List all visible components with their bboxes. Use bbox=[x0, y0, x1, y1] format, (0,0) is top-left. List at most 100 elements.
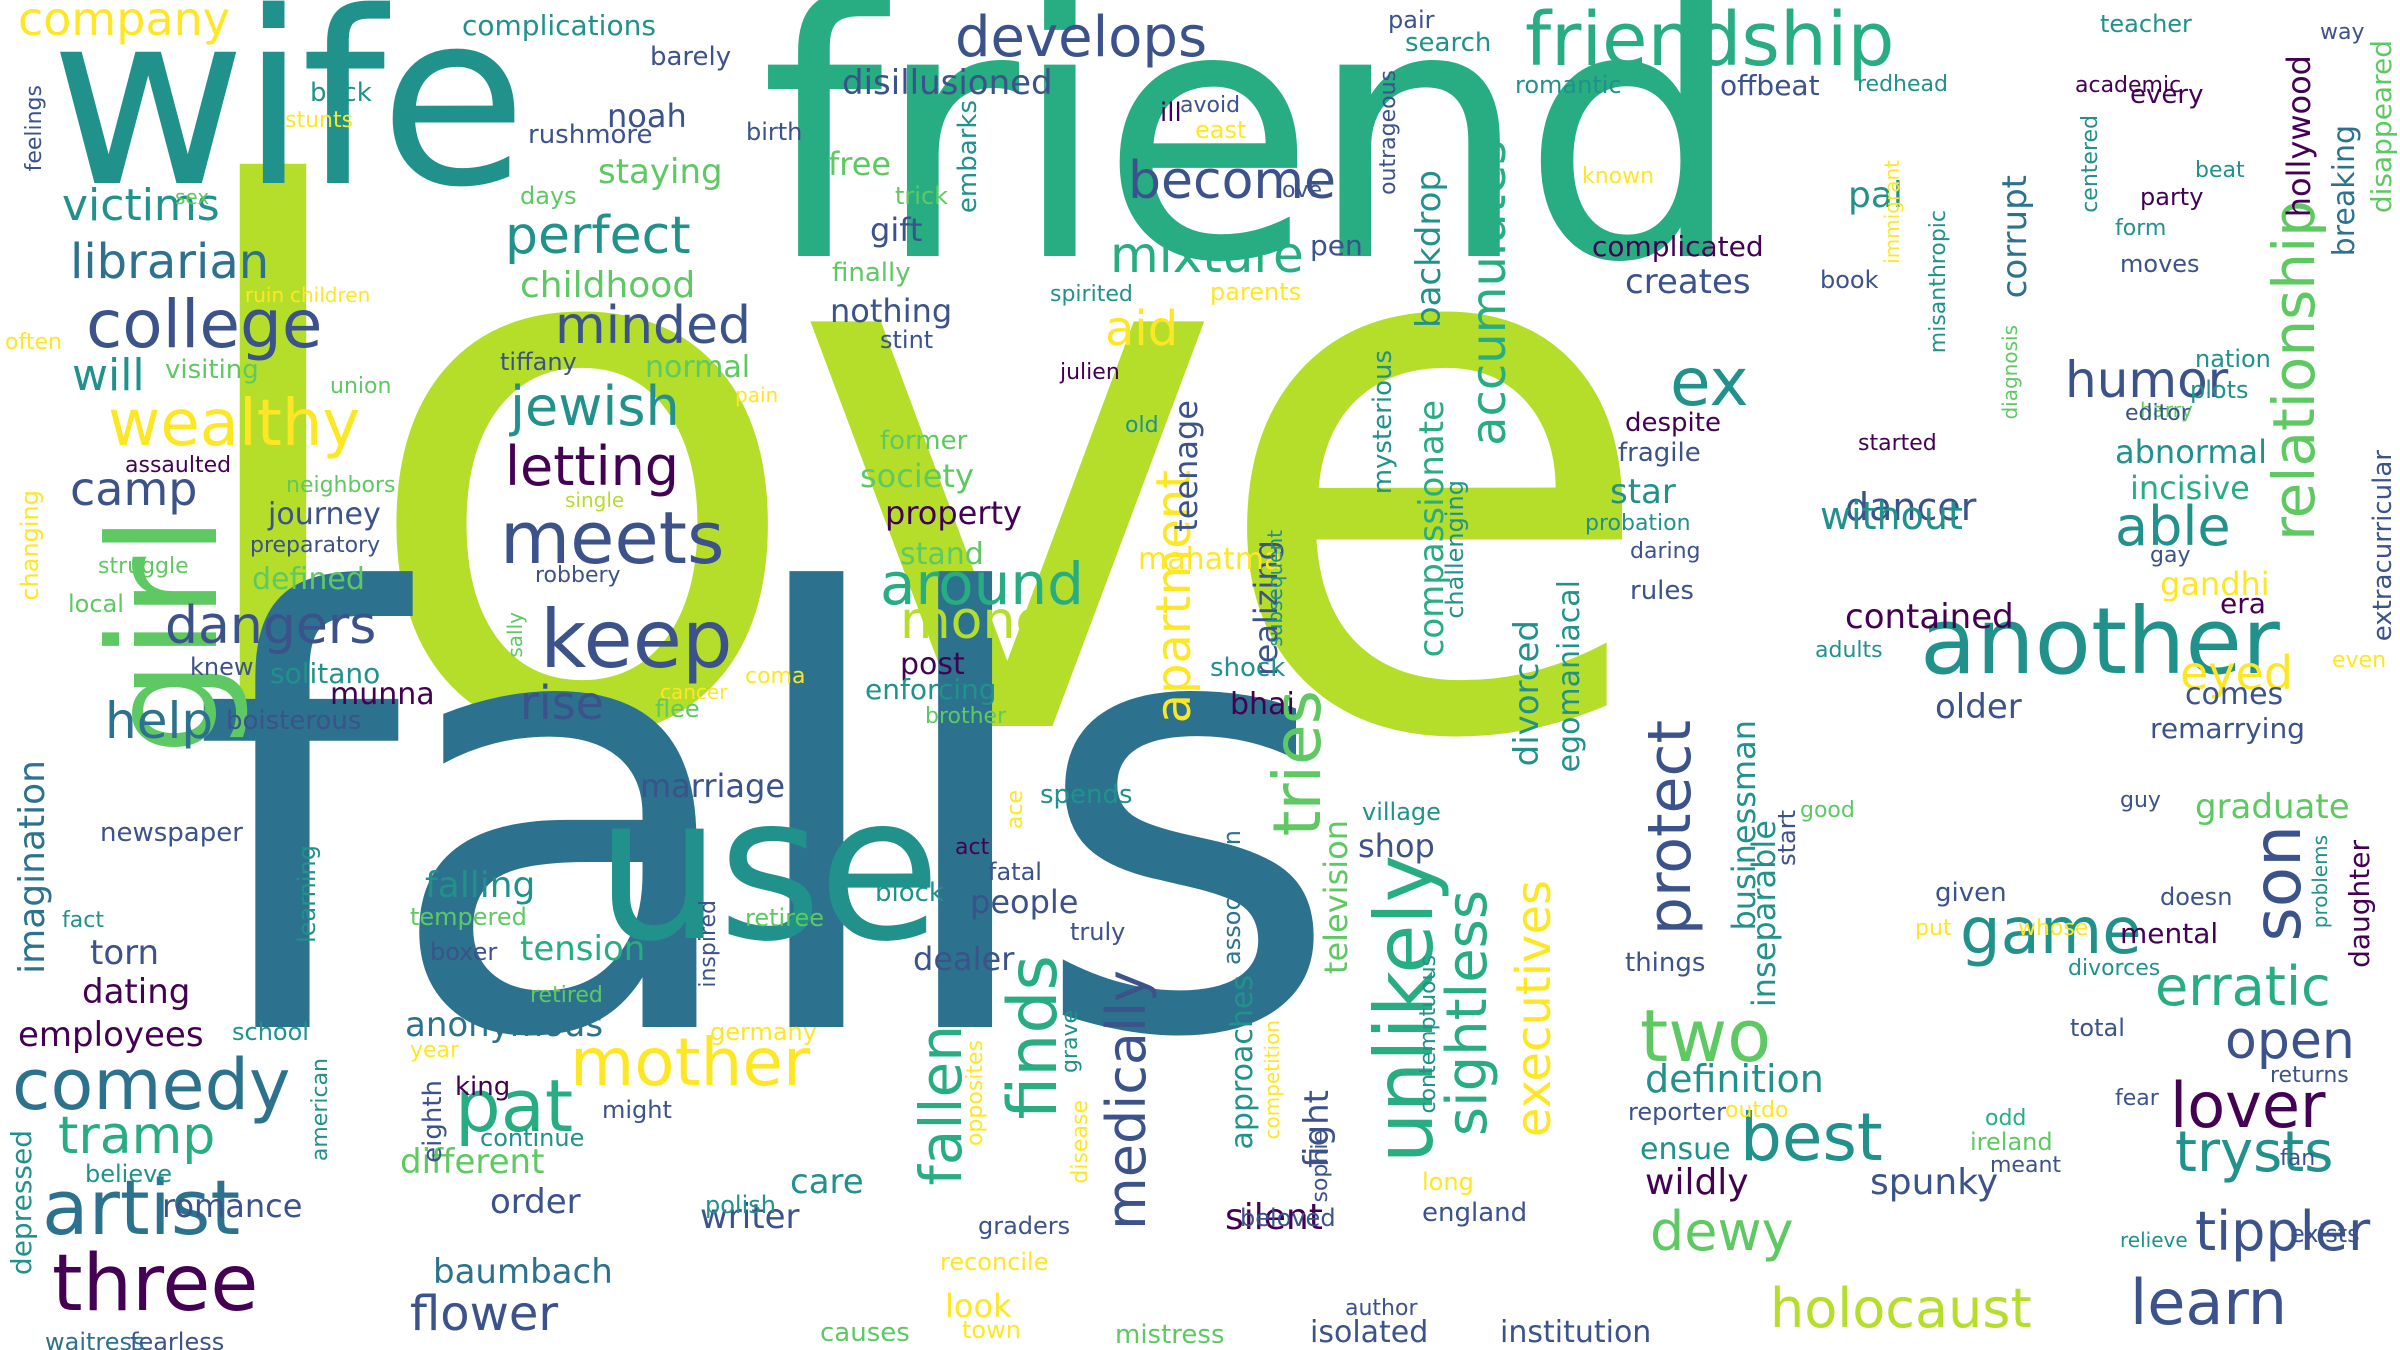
word-develops: develops bbox=[955, 5, 1208, 70]
word-learn: learn bbox=[2130, 1266, 2288, 1339]
word-money: money bbox=[900, 591, 1079, 651]
word-ace: ace bbox=[1003, 790, 1028, 830]
word-rules: rules bbox=[1630, 576, 1694, 606]
word-england: england bbox=[1422, 1198, 1528, 1228]
word-abnormal: abnormal bbox=[2115, 433, 2268, 471]
word-nation: nation bbox=[2195, 345, 2271, 373]
word-definition: definition bbox=[1645, 1057, 1824, 1101]
word-older: older bbox=[1935, 687, 2022, 727]
word-rise: rise bbox=[520, 676, 604, 730]
word-single: single bbox=[565, 488, 625, 512]
word-relationship: relationship bbox=[2260, 200, 2328, 541]
word-assaulted: assaulted bbox=[125, 453, 232, 478]
word-tempered: tempered bbox=[410, 903, 527, 931]
word-college: college bbox=[86, 286, 323, 363]
word-spunky: spunky bbox=[1870, 1162, 1999, 1203]
word-camp: camp bbox=[70, 462, 198, 516]
word-mahatma: mahatma bbox=[1138, 542, 1283, 577]
word-guy: guy bbox=[2120, 788, 2161, 813]
word-daring: daring bbox=[1630, 539, 1701, 564]
word-east: east bbox=[1195, 116, 1247, 144]
word-shop: shop bbox=[1358, 827, 1435, 865]
word-property: property bbox=[885, 494, 1022, 532]
word-game: game bbox=[1960, 895, 2142, 969]
word-artist: artist bbox=[42, 1163, 241, 1252]
word-minded: minded bbox=[555, 296, 752, 356]
word-flee: flee bbox=[655, 695, 700, 723]
word-struggle: struggle bbox=[98, 554, 189, 579]
word-hollywood: hollywood bbox=[2280, 55, 2318, 218]
word-pat: pat bbox=[455, 1064, 574, 1148]
word-ensue: ensue bbox=[1640, 1132, 1731, 1167]
word-graders: graders bbox=[978, 1212, 1071, 1240]
word-lover: lover bbox=[2170, 1069, 2326, 1142]
word-romantic: romantic bbox=[1515, 71, 1622, 99]
word-sex: sex bbox=[175, 185, 210, 209]
word-librarian: librarian bbox=[70, 234, 270, 290]
word-stand: stand bbox=[900, 537, 984, 572]
word-backdrop: backdrop bbox=[1409, 170, 1449, 328]
word-even: even bbox=[2332, 648, 2387, 673]
word-holocaust: holocaust bbox=[1770, 1277, 2032, 1340]
word-keep: keep bbox=[540, 593, 733, 686]
word-polish: polish bbox=[705, 1191, 776, 1219]
word-disappeared: disappeared bbox=[2365, 40, 2398, 214]
word-rushmore: rushmore bbox=[528, 120, 653, 150]
word-able: able bbox=[2115, 495, 2231, 558]
word-meets: meets bbox=[500, 496, 725, 580]
word-sophie: sophie bbox=[1308, 1130, 1333, 1203]
word-good: good bbox=[1800, 798, 1855, 823]
word-ruin: ruin bbox=[245, 283, 285, 307]
word-post: post bbox=[900, 647, 965, 682]
word-town: town bbox=[962, 1316, 1021, 1344]
word-solitano: solitano bbox=[270, 657, 381, 690]
word-author: author bbox=[1345, 1296, 1418, 1321]
word-start: start bbox=[1773, 810, 1801, 866]
word-dealer: dealer bbox=[913, 940, 1015, 978]
word-preparatory: preparatory bbox=[250, 533, 381, 558]
word-parents: parents bbox=[1210, 278, 1302, 306]
word-opposites: opposites bbox=[963, 1040, 988, 1147]
word-fan: fan bbox=[2280, 1146, 2316, 1171]
word-dancer: dancer bbox=[1845, 485, 1977, 529]
word-dewy: dewy bbox=[1650, 1200, 1794, 1263]
word-torn: torn bbox=[90, 933, 160, 973]
word-shock: shock bbox=[1210, 653, 1286, 683]
word-falling: falling bbox=[425, 865, 536, 906]
word-avoid: avoid bbox=[1180, 93, 1241, 118]
word-executives: executives bbox=[1506, 880, 1562, 1138]
word-adults: adults bbox=[1815, 638, 1883, 663]
word-meant: meant bbox=[1990, 1153, 2062, 1178]
word-depressed: depressed bbox=[5, 1130, 38, 1276]
word-offbeat: offbeat bbox=[1720, 69, 1820, 102]
word-ove: ove bbox=[1282, 178, 1323, 203]
word-misanthropic: misanthropic bbox=[1926, 210, 1951, 354]
word-centered: centered bbox=[2078, 115, 2103, 213]
word-trysts: trysts bbox=[2175, 1120, 2334, 1185]
word-aid: aid bbox=[1105, 301, 1179, 357]
word-comedy: comedy bbox=[12, 1044, 291, 1126]
word-friend: friend bbox=[760, 0, 1744, 339]
word-returns: returns bbox=[2270, 1063, 2349, 1088]
word-another: another bbox=[1920, 588, 2280, 695]
word-known: known bbox=[1582, 164, 1655, 189]
word-outdo: outdo bbox=[1725, 1098, 1789, 1123]
word-approaches: approaches bbox=[1225, 975, 1260, 1150]
word-coma: coma bbox=[745, 664, 806, 689]
word-pen: pen bbox=[1310, 229, 1363, 262]
word-friendship: friendship bbox=[1525, 0, 1895, 83]
word-flower: flower bbox=[410, 1286, 559, 1342]
word-redhead: redhead bbox=[1857, 72, 1948, 97]
word-normal: normal bbox=[645, 350, 751, 385]
word-egomaniacal: egomaniacal bbox=[1552, 580, 1587, 773]
word-enforcing: enforcing bbox=[865, 673, 997, 706]
word-different: different bbox=[400, 1142, 545, 1182]
word-people: people bbox=[970, 883, 1079, 921]
word-protect: protect bbox=[1635, 720, 1705, 936]
word-often: often bbox=[5, 330, 62, 355]
word-pair: pair bbox=[1388, 6, 1435, 34]
word-silent: silent bbox=[1225, 1197, 1323, 1238]
word-old: old bbox=[1125, 413, 1159, 438]
word-open: open bbox=[2225, 1011, 2355, 1071]
